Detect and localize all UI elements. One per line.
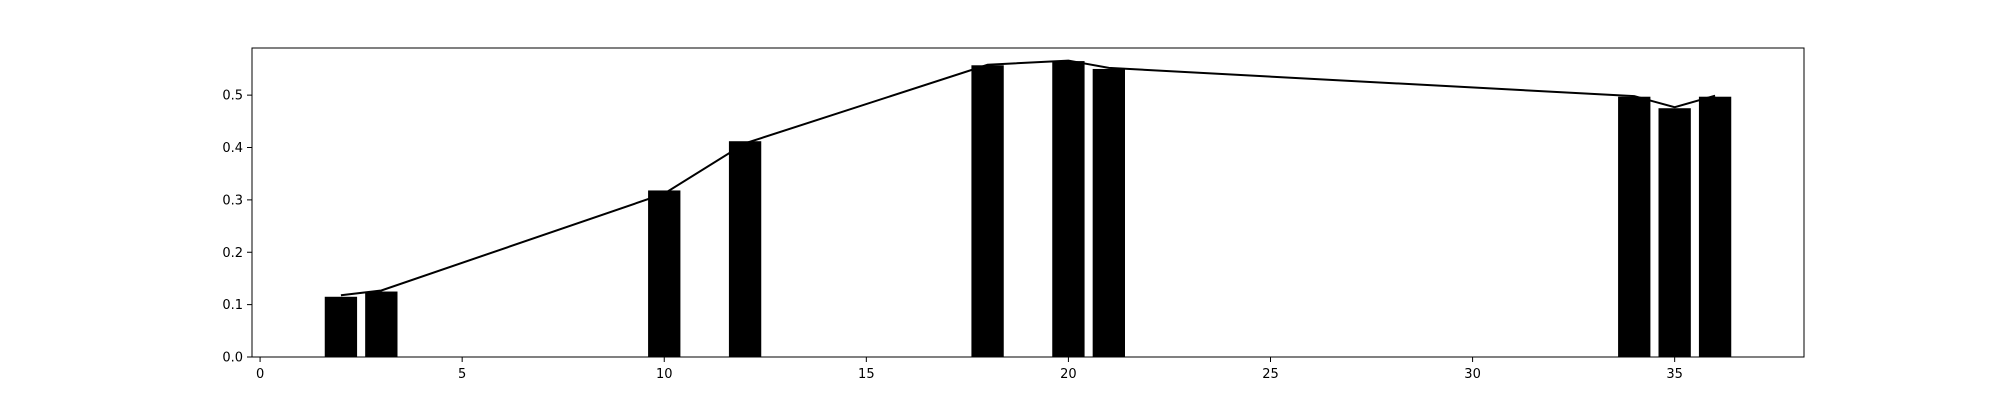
axes-layer [251,47,1805,358]
y-tick-label-0: 0.0 [222,351,243,366]
x-tick-label-30: 30 [1464,367,1481,382]
y-tick-label-3: 0.3 [222,193,243,208]
x-tick-label-0: 0 [256,367,264,382]
x-tick-label-10: 10 [656,367,673,382]
bar-18 [971,65,1004,357]
bar-36 [1698,96,1732,358]
y-tick-label-5: 0.5 [222,89,243,104]
bar-21 [1092,68,1125,357]
line-layer [340,59,1716,297]
y-tick-label-2: 0.2 [222,246,243,261]
bar-35 [1658,108,1691,357]
x-tick-label-25: 25 [1262,367,1279,382]
x-tick-label-15: 15 [858,367,875,382]
bar-3 [365,291,398,357]
y-tick-label-1: 0.1 [222,298,243,313]
bar-2 [324,296,358,357]
bar-34 [1618,96,1651,358]
bars-layer [324,61,1732,358]
x-tick-label-35: 35 [1666,367,1683,382]
series-line [340,59,1716,297]
bar-10 [648,190,681,357]
x-tick-label-5: 5 [458,367,466,382]
y-tick-label-4: 0.4 [222,141,243,156]
plot-frame [251,47,1805,358]
bar-12 [728,141,762,357]
x-tick-label-20: 20 [1060,367,1077,382]
ticks-layer: 0 5 10 15 20 25 30 35 0.0 0.1 0.2 0.3 0.4 0.5 [222,89,1683,382]
bar-20 [1052,61,1085,358]
